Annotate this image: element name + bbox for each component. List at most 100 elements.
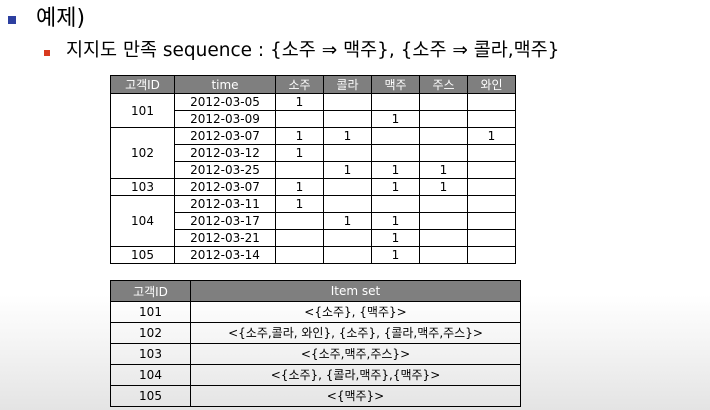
customer-id-cell: 103 bbox=[110, 178, 175, 196]
customer-id-cell: 102 bbox=[110, 127, 175, 179]
customer-id-cell: 103 bbox=[110, 343, 191, 365]
item-count-cell: 1 bbox=[275, 144, 324, 162]
item-count-cell bbox=[467, 229, 516, 247]
item-count-cell bbox=[323, 110, 372, 128]
slide-heading: 예제) bbox=[36, 6, 86, 31]
main-bullet bbox=[8, 16, 16, 24]
time-cell: 2012-03-05 bbox=[174, 93, 276, 111]
item-count-cell: 1 bbox=[371, 212, 420, 230]
item-set-cell: <{소주}, {콜라,맥주},{맥주}> bbox=[190, 364, 521, 386]
time-cell: 2012-03-14 bbox=[174, 246, 276, 264]
item-count-cell: 1 bbox=[419, 161, 468, 179]
customer-id-cell: 102 bbox=[110, 322, 191, 344]
item-set-cell: <{소주,맥주,주스}> bbox=[190, 343, 521, 365]
time-cell: 2012-03-17 bbox=[174, 212, 276, 230]
item-count-cell bbox=[467, 178, 516, 196]
item-count-cell bbox=[371, 144, 420, 162]
time-cell: 2012-03-09 bbox=[174, 110, 276, 128]
slide-subheading: 지지도 만족 sequence : {소주 ⇒ 맥주}, {소주 ⇒ 콜라,맥주… bbox=[66, 40, 560, 61]
table-row: 2012-03-21 1 bbox=[111, 229, 516, 247]
item-count-cell: 1 bbox=[371, 161, 420, 179]
table-row: 101 2012-03-05 1 bbox=[110, 93, 516, 128]
table-row: 101 <{소주}, {맥주}> bbox=[110, 301, 521, 323]
table-row: 104 <{소주}, {콜라,맥주},{맥주}> bbox=[110, 364, 521, 386]
time-cell: 2012-03-25 bbox=[174, 161, 276, 179]
table-row: 103 2012-03-07 1 1 1 bbox=[110, 178, 516, 196]
header-item-set: Item set bbox=[190, 280, 521, 302]
itemset-table: 고객ID Item set 101 <{소주}, {맥주}> 102 <{소주,콜라,… bbox=[110, 280, 521, 407]
item-count-cell bbox=[467, 93, 516, 111]
item-count-cell bbox=[419, 93, 468, 111]
header-juice: 주스 bbox=[419, 75, 468, 94]
item-count-cell bbox=[323, 144, 372, 162]
item-count-cell: 1 bbox=[467, 127, 516, 145]
item-count-cell bbox=[467, 212, 516, 230]
item-count-cell bbox=[419, 212, 468, 230]
header-beer: 맥주 bbox=[371, 75, 420, 94]
item-count-cell bbox=[275, 246, 324, 264]
item-count-cell bbox=[275, 229, 324, 247]
time-cell: 2012-03-07 bbox=[174, 178, 276, 196]
table-row: 105 <{맥주}> bbox=[110, 385, 521, 407]
customer-id-cell: 105 bbox=[110, 385, 191, 407]
item-count-cell bbox=[467, 161, 516, 179]
itemset-table-header: 고객ID Item set bbox=[110, 280, 521, 302]
customer-id-cell: 101 bbox=[110, 301, 191, 323]
sequence-table-header: 고객ID time 소주 콜라 맥주 주스 와인 bbox=[110, 75, 516, 94]
item-count-cell: 1 bbox=[371, 110, 420, 128]
item-count-cell bbox=[419, 110, 468, 128]
item-count-cell bbox=[323, 246, 372, 264]
header-wine: 와인 bbox=[467, 75, 516, 94]
item-count-cell: 1 bbox=[323, 127, 372, 145]
item-count-cell bbox=[371, 93, 420, 111]
item-count-cell bbox=[275, 110, 324, 128]
item-count-cell bbox=[419, 127, 468, 145]
item-count-cell: 1 bbox=[371, 246, 420, 264]
table-row: 102 2012-03-07 1 1 1 bbox=[110, 127, 516, 179]
item-count-cell: 1 bbox=[323, 212, 372, 230]
item-count-cell bbox=[371, 127, 420, 145]
table-row: 2012-03-09 1 bbox=[111, 110, 516, 128]
item-count-cell bbox=[323, 195, 372, 213]
item-count-cell: 1 bbox=[323, 161, 372, 179]
customer-id-cell: 104 bbox=[110, 364, 191, 386]
table-row: 2012-03-17 1 1 bbox=[111, 212, 516, 230]
item-count-cell bbox=[467, 144, 516, 162]
item-set-cell: <{소주,콜라, 와인}, {소주}, {콜라,맥주,주스}> bbox=[190, 322, 521, 344]
item-count-cell bbox=[419, 144, 468, 162]
item-count-cell bbox=[419, 246, 468, 264]
item-set-cell: <{소주}, {맥주}> bbox=[190, 301, 521, 323]
time-cell: 2012-03-11 bbox=[174, 195, 276, 213]
item-set-cell: <{맥주}> bbox=[190, 385, 521, 407]
header-customer-id: 고객ID bbox=[110, 75, 175, 94]
header-cola: 콜라 bbox=[323, 75, 372, 94]
sequence-table: 고객ID time 소주 콜라 맥주 주스 와인 101 2012-03-05 1 2… bbox=[110, 75, 516, 264]
item-count-cell: 1 bbox=[419, 178, 468, 196]
header-time: time bbox=[174, 75, 276, 94]
customer-id-cell: 104 bbox=[110, 195, 175, 247]
item-count-cell: 1 bbox=[275, 195, 324, 213]
item-count-cell bbox=[467, 246, 516, 264]
item-count-cell: 1 bbox=[275, 93, 324, 111]
item-count-cell bbox=[323, 93, 372, 111]
item-count-cell: 1 bbox=[371, 229, 420, 247]
header-customer-id: 고객ID bbox=[110, 280, 191, 302]
header-soju: 소주 bbox=[275, 75, 324, 94]
customer-id-cell: 101 bbox=[110, 93, 175, 128]
item-count-cell bbox=[275, 161, 324, 179]
time-cell: 2012-03-12 bbox=[174, 144, 276, 162]
table-row: 102 <{소주,콜라, 와인}, {소주}, {콜라,맥주,주스}> bbox=[110, 322, 521, 344]
table-row: 105 2012-03-14 1 bbox=[110, 246, 516, 264]
item-count-cell bbox=[419, 195, 468, 213]
item-count-cell bbox=[323, 178, 372, 196]
item-count-cell bbox=[419, 229, 468, 247]
item-count-cell bbox=[467, 195, 516, 213]
item-count-cell bbox=[323, 229, 372, 247]
item-count-cell: 1 bbox=[275, 127, 324, 145]
item-count-cell bbox=[371, 195, 420, 213]
time-cell: 2012-03-07 bbox=[174, 127, 276, 145]
table-row: 104 2012-03-11 1 bbox=[110, 195, 516, 247]
item-count-cell: 1 bbox=[371, 178, 420, 196]
item-count-cell bbox=[467, 110, 516, 128]
sub-bullet bbox=[44, 50, 50, 56]
